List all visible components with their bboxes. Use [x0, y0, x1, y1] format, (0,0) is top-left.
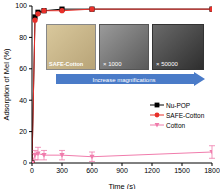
- svg-text:300: 300: [56, 167, 68, 174]
- svg-text:1500: 1500: [174, 167, 190, 174]
- svg-text:1200: 1200: [144, 167, 160, 174]
- svg-text:60: 60: [19, 65, 27, 72]
- svg-text:20: 20: [19, 128, 27, 135]
- svg-text:0: 0: [30, 167, 34, 174]
- svg-text:100: 100: [15, 2, 27, 9]
- html-text:× 50000: × 50000: [156, 61, 178, 67]
- html-text:Cotton: Cotton: [166, 121, 186, 129]
- svg-text:Time (s): Time (s): [108, 182, 136, 189]
- html-text:SAFE-Cotton: SAFE-Cotton: [166, 111, 205, 119]
- html-text:Nu-POP: Nu-POP: [166, 101, 191, 109]
- svg-text:600: 600: [86, 167, 98, 174]
- svg-text:40: 40: [19, 97, 27, 104]
- svg-text:Adsorption of Mel (%): Adsorption of Mel (%): [8, 48, 11, 121]
- svg-text:Increase magnifications: Increase magnifications: [92, 77, 155, 83]
- html-text:× 1000: × 1000: [103, 61, 122, 67]
- svg-text:80: 80: [19, 34, 27, 41]
- html-text:SAFE-Cotton: SAFE-Cotton: [49, 61, 84, 67]
- svg-text:0: 0: [23, 159, 27, 166]
- svg-text:900: 900: [116, 167, 128, 174]
- svg-text:1800: 1800: [204, 167, 212, 174]
